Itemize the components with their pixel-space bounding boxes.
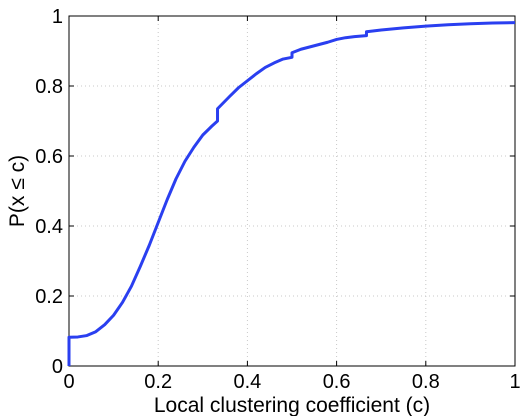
y-tick-label: 0 [52, 356, 63, 378]
plot-area-frame [68, 15, 516, 367]
x-tick-label: 0.2 [144, 371, 172, 393]
y-tick-label: 0.4 [35, 216, 63, 238]
cdf-series-line [67, 21, 516, 366]
tick-marks [68, 15, 516, 367]
x-tick-label: 1 [509, 371, 520, 393]
y-tick-label: 1 [52, 6, 63, 28]
x-tick-label: 0.4 [233, 371, 261, 393]
grid-lines [69, 16, 515, 366]
x-tick-labels: 0 0.2 0.4 0.6 0.8 1 [63, 371, 520, 393]
x-axis-label: Local clustering coefficient (c) [154, 394, 430, 416]
y-tick-label: 0.2 [35, 286, 63, 308]
y-tick-label: 0.6 [35, 146, 63, 168]
y-tick-labels: 0 0.2 0.4 0.6 0.8 1 [35, 6, 63, 378]
x-tick-label: 0 [63, 371, 74, 393]
x-tick-label: 0.8 [412, 371, 440, 393]
y-axis-label: P(x ≤ c) [6, 155, 29, 227]
y-tick-label: 0.8 [35, 76, 63, 98]
x-tick-label: 0.6 [323, 371, 351, 393]
